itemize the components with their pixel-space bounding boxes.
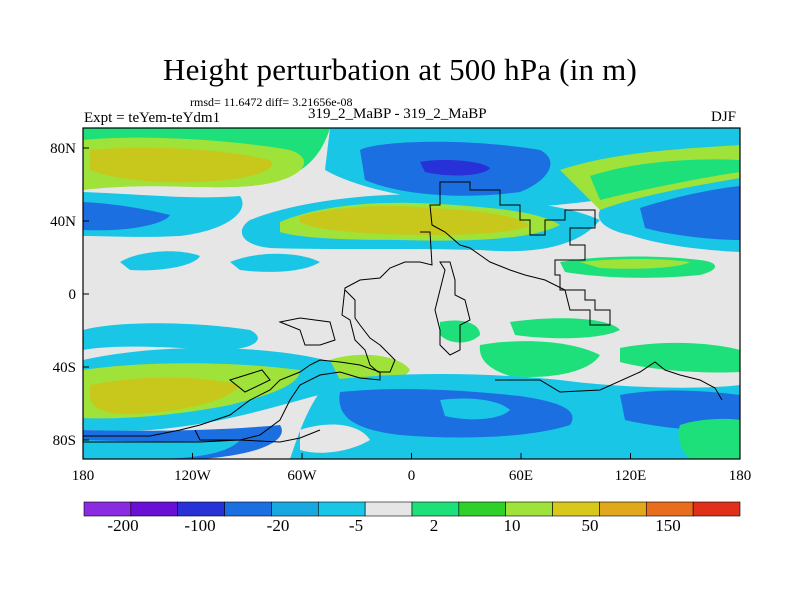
colorbar (83, 501, 741, 517)
colorbar-label-10: 10 (504, 516, 521, 535)
colorbar-swatch (552, 501, 600, 517)
colorbar-label-neg5: -5 (349, 516, 363, 535)
colorbar-swatch (505, 501, 553, 517)
y-tick-80s: 80S (53, 433, 76, 449)
y-tick-40s: 40S (53, 360, 76, 376)
x-tick-120e: 120E (615, 468, 647, 484)
case-label: 319_2_MaBP - 319_2_MaBP (308, 106, 487, 122)
y-tick-80n: 80N (50, 141, 76, 157)
colorbar-label-150: 150 (655, 516, 681, 535)
x-tick-120w: 120W (174, 468, 212, 484)
colorbar-swatch (645, 501, 694, 517)
colorbar-label-neg200: -200 (107, 516, 138, 535)
field-contours (83, 128, 740, 459)
colorbar-swatch (364, 501, 413, 517)
colorbar-label-neg20: -20 (267, 516, 290, 535)
x-tick-60w: 60W (287, 468, 317, 484)
colorbar-swatch (411, 501, 460, 517)
colorbar-swatch (692, 501, 741, 517)
colorbar-swatch (177, 501, 225, 517)
season-label: DJF (711, 109, 737, 125)
continent-outlines (83, 181, 723, 443)
x-tick-180w: 180 (72, 468, 95, 484)
colorbar-swatch (83, 501, 132, 517)
x-tick-60e: 60E (509, 468, 533, 484)
colorbar-swatch (271, 501, 319, 517)
x-tick-180e: 180 (729, 468, 752, 484)
colorbar-swatch (130, 501, 179, 517)
colorbar-swatch (458, 501, 507, 517)
colorbar-swatch (317, 501, 366, 517)
colorbar-swatch (599, 501, 647, 517)
tick-marks (82, 147, 741, 459)
stats-label: rmsd= 11.6472 diff= 3.21656e-08 (190, 95, 353, 109)
x-tick-0: 0 (408, 468, 416, 484)
colorbar-label-neg100: -100 (184, 516, 215, 535)
y-tick-0: 0 (69, 287, 77, 303)
y-tick-40n: 40N (50, 214, 76, 230)
experiment-label: Expt = teYem-teYdm1 (84, 110, 221, 126)
colorbar-swatch (224, 501, 272, 517)
colorbar-label-2: 2 (430, 516, 439, 535)
chart-title: Height perturbation at 500 hPa (in m) (162, 52, 638, 87)
colorbar-label-50: 50 (582, 516, 599, 535)
